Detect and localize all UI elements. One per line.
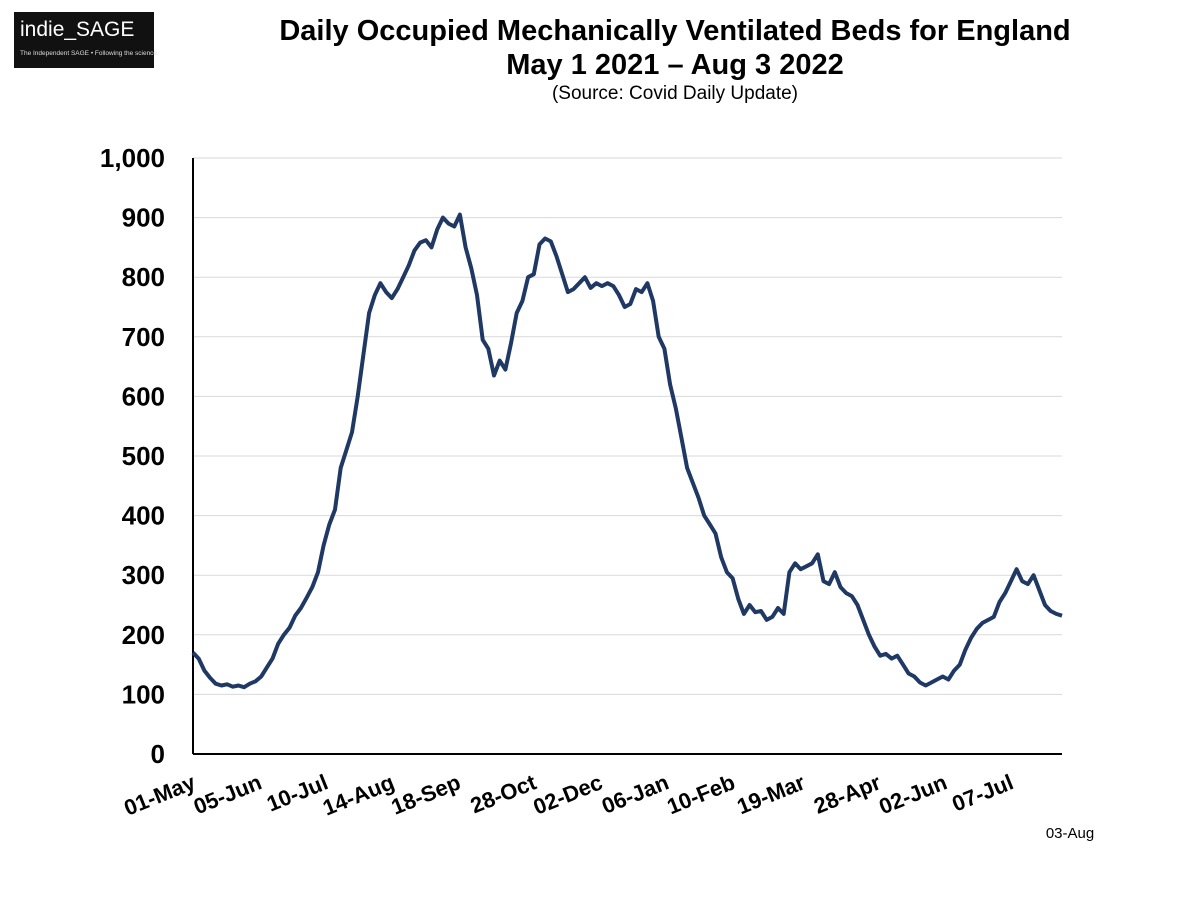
chart-subtitle: May 1 2021 – Aug 3 2022 — [506, 49, 844, 81]
logo-wordmark: indie_SAGE — [20, 18, 135, 41]
y-tick-label: 700 — [122, 322, 165, 352]
y-tick-label: 300 — [122, 560, 165, 590]
indie-sage-logo: indie_SAGE The Independent SAGE • Follow… — [14, 12, 158, 68]
x-axis-end-label: 03-Aug — [1046, 825, 1094, 842]
x-tick-label: 18-Sep — [388, 769, 464, 819]
y-tick-label: 1,000 — [100, 143, 165, 173]
x-tick-label: 28-Apr — [810, 769, 884, 818]
x-tick-label: 05-Jun — [190, 769, 265, 819]
chart-header: Daily Occupied Mechanically Ventilated B… — [170, 14, 1180, 106]
x-tick-label: 28-Oct — [467, 769, 540, 818]
x-tick-label: 01-May — [120, 769, 199, 820]
y-tick-label: 0 — [151, 739, 165, 769]
x-tick-label: 07-Jul — [948, 769, 1016, 816]
logo-tagline: The Independent SAGE • Following the sci… — [20, 50, 158, 57]
y-tick-label: 400 — [122, 501, 165, 531]
x-tick-label: 14-Aug — [319, 769, 397, 820]
x-tick-label: 02-Dec — [530, 769, 606, 819]
y-axis-ticks: 0 100 200 300 400 500 600 700 800 900 1,000 — [100, 143, 165, 769]
chart-title: Daily Occupied Mechanically Ventilated B… — [279, 15, 1071, 47]
gridlines — [193, 157, 1062, 695]
chart-source: (Source: Covid Daily Update) — [551, 83, 799, 104]
y-tick-label: 900 — [122, 203, 165, 233]
x-tick-label: 10-Jul — [263, 769, 331, 816]
y-tick-label: 200 — [122, 620, 165, 650]
x-tick-label: 06-Jan — [598, 769, 672, 818]
y-tick-label: 800 — [122, 262, 165, 292]
ventilated-beds-series-line — [191, 212, 1063, 690]
x-tick-label: 02-Jun — [875, 769, 950, 819]
x-tick-label: 10-Feb — [663, 769, 738, 819]
y-tick-label: 600 — [122, 381, 165, 411]
y-tick-label: 500 — [122, 441, 165, 471]
x-tick-label: 19-Mar — [733, 769, 809, 819]
y-tick-label: 100 — [122, 679, 165, 709]
